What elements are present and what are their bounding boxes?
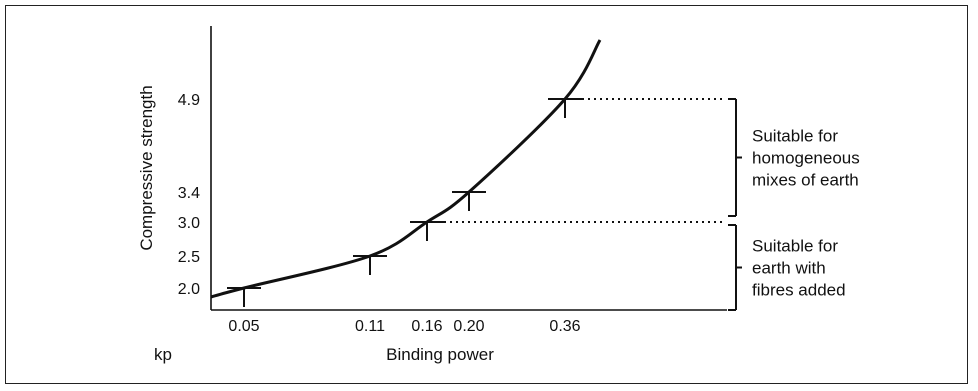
x-axis-title: Binding power bbox=[386, 345, 494, 364]
x-tick-label: 0.05 bbox=[228, 318, 259, 335]
y-tick-label: 2.0 bbox=[178, 281, 200, 298]
x-tick-label: 0.11 bbox=[355, 318, 385, 335]
curve-layer bbox=[210, 39, 602, 299]
data-point bbox=[227, 287, 261, 307]
x-tick-label: 0.16 bbox=[411, 318, 442, 335]
data-point bbox=[410, 221, 444, 241]
annotation-text: Suitable for bbox=[752, 127, 838, 146]
y-tick-label: 3.4 bbox=[178, 185, 200, 202]
data-point bbox=[452, 191, 486, 211]
annotation-text: earth with bbox=[752, 259, 826, 278]
x-tick-label: 0.20 bbox=[453, 318, 484, 335]
annotation-text: mixes of earth bbox=[752, 171, 859, 190]
guides-layer bbox=[444, 98, 725, 223]
annotation-text: Suitable for bbox=[752, 237, 838, 256]
data-point bbox=[548, 98, 582, 118]
y-tick-label: 3.0 bbox=[178, 215, 200, 232]
range-bracket: Suitable for earth with fibres added bbox=[728, 224, 846, 311]
y-tick-label: 4.9 bbox=[178, 92, 200, 109]
markers-layer bbox=[227, 98, 582, 307]
range-bracket: Suitable for homogeneous mixes of earth bbox=[728, 98, 860, 217]
y-axis-title: Compressive strength bbox=[137, 85, 156, 250]
strength-curve bbox=[210, 39, 602, 299]
y-tick-label: 2.5 bbox=[178, 249, 200, 266]
annotation-text: homogeneous bbox=[752, 149, 860, 168]
annotation-text: fibres added bbox=[752, 281, 846, 300]
data-point bbox=[353, 255, 387, 275]
x-unit-label: kp bbox=[154, 345, 172, 364]
ticks-layer: 2.0 2.5 3.0 3.4 4.9 0.05 0.11 0.16 0.20 0.36 bbox=[178, 92, 581, 335]
x-tick-label: 0.36 bbox=[549, 318, 580, 335]
figure-frame bbox=[5, 5, 968, 384]
